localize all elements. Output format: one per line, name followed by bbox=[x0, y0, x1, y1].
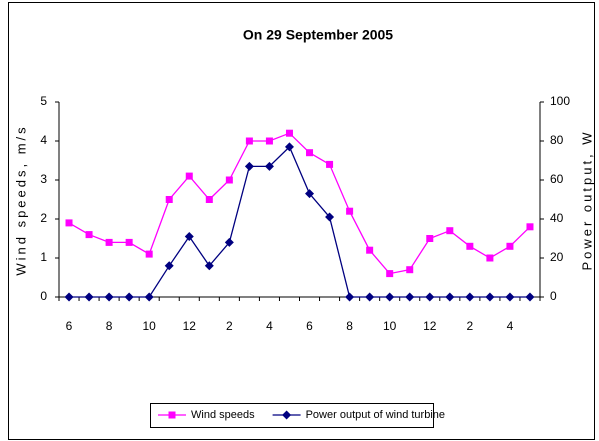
data-point bbox=[84, 292, 94, 302]
data-point bbox=[505, 292, 515, 302]
chart-title: On 29 September 2005 bbox=[243, 27, 393, 43]
data-point bbox=[284, 142, 294, 152]
y-tick-label: 0 bbox=[40, 289, 47, 303]
y-tick-label: 3 bbox=[40, 172, 47, 186]
data-point bbox=[365, 292, 375, 302]
legend-marker bbox=[282, 410, 292, 420]
y2-axis-title: Power output, W bbox=[579, 129, 594, 270]
data-point bbox=[85, 231, 93, 239]
data-point bbox=[105, 238, 113, 246]
y-tick-label: 1 bbox=[40, 250, 47, 264]
data-point bbox=[104, 292, 114, 302]
data-point bbox=[526, 223, 534, 231]
x-tick-label: 12 bbox=[423, 319, 437, 333]
data-point bbox=[185, 172, 193, 180]
x-tick-label: 4 bbox=[507, 319, 514, 333]
data-point bbox=[506, 242, 514, 250]
data-point bbox=[165, 196, 173, 203]
y-tick-label: 4 bbox=[40, 133, 47, 147]
data-point bbox=[326, 160, 334, 168]
data-point bbox=[305, 189, 315, 199]
x-tick-label: 12 bbox=[183, 319, 197, 333]
y2-tick-label: 40 bbox=[550, 211, 564, 225]
y-tick-label: 2 bbox=[40, 211, 47, 225]
legend-label: Power output of wind turbine bbox=[306, 409, 445, 421]
y2-tick-label: 60 bbox=[550, 172, 564, 186]
data-point bbox=[264, 161, 274, 171]
data-point bbox=[345, 292, 355, 302]
y2-tick-label: 100 bbox=[550, 94, 570, 108]
data-point bbox=[124, 292, 134, 302]
data-point bbox=[184, 232, 194, 242]
x-tick-label: 10 bbox=[143, 319, 157, 333]
data-point bbox=[225, 176, 233, 184]
data-point bbox=[366, 246, 374, 254]
data-point bbox=[465, 292, 475, 302]
data-point bbox=[244, 161, 254, 171]
legend-marker bbox=[168, 411, 176, 419]
data-point bbox=[406, 266, 414, 274]
data-point bbox=[205, 196, 213, 203]
data-point bbox=[285, 129, 293, 137]
data-point bbox=[405, 292, 415, 302]
data-point bbox=[245, 137, 253, 145]
y-axis-title: Wind speeds, m/s bbox=[13, 124, 28, 275]
data-point bbox=[466, 242, 474, 250]
data-point bbox=[386, 270, 394, 278]
data-point bbox=[325, 212, 335, 222]
chart-frame bbox=[8, 2, 595, 440]
data-point bbox=[445, 292, 455, 302]
data-point bbox=[425, 292, 435, 302]
y2-tick-label: 80 bbox=[550, 133, 564, 147]
data-point bbox=[346, 207, 354, 215]
data-point bbox=[204, 261, 214, 271]
data-point bbox=[426, 235, 434, 242]
data-point bbox=[224, 237, 234, 247]
data-point bbox=[446, 227, 454, 235]
x-tick-label: 4 bbox=[266, 319, 273, 333]
x-tick-label: 6 bbox=[306, 319, 313, 333]
legend-label: Wind speeds bbox=[191, 409, 255, 421]
data-point bbox=[385, 292, 395, 302]
y-tick-label: 5 bbox=[40, 94, 47, 108]
data-point bbox=[525, 292, 535, 302]
y2-tick-label: 20 bbox=[550, 250, 564, 264]
data-point bbox=[144, 292, 154, 302]
data-point bbox=[65, 219, 73, 227]
data-point bbox=[306, 149, 314, 157]
x-tick-label: 2 bbox=[226, 319, 233, 333]
x-tick-label: 2 bbox=[467, 319, 474, 333]
x-tick-label: 8 bbox=[346, 319, 353, 333]
data-point bbox=[145, 250, 153, 258]
data-point bbox=[164, 261, 174, 271]
data-point bbox=[485, 292, 495, 302]
x-tick-label: 8 bbox=[106, 319, 113, 333]
x-tick-label: 10 bbox=[383, 319, 397, 333]
y2-tick-label: 0 bbox=[550, 289, 557, 303]
data-point bbox=[265, 137, 273, 145]
data-point bbox=[64, 292, 74, 302]
x-tick-label: 6 bbox=[66, 319, 73, 333]
data-point bbox=[486, 254, 494, 262]
data-point bbox=[125, 238, 133, 246]
